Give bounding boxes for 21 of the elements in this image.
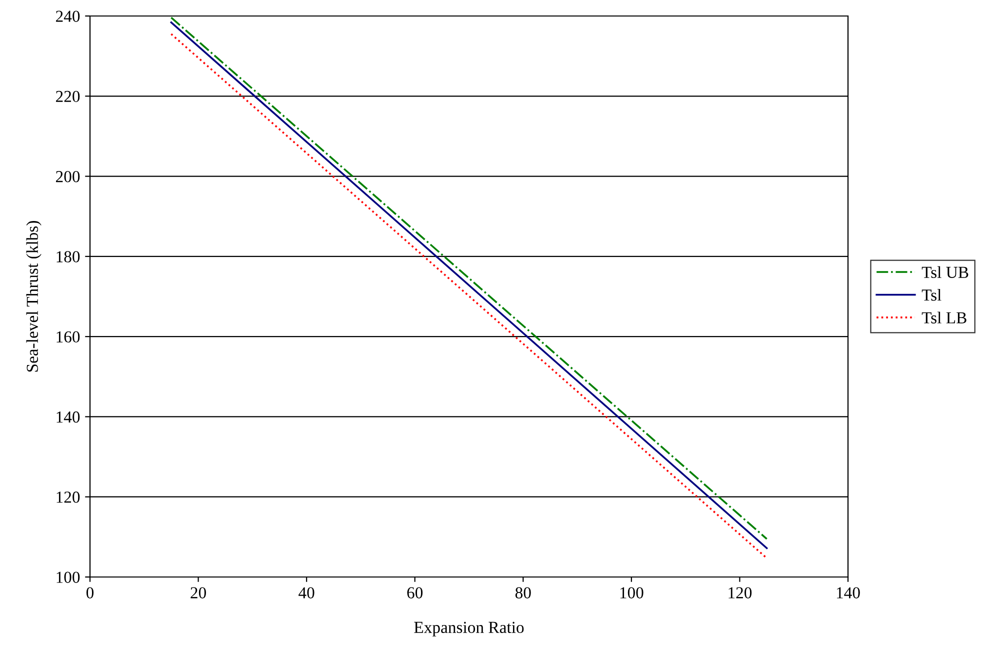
- x-axis-title: Expansion Ratio: [414, 622, 524, 636]
- x-tick-label: 120: [728, 587, 752, 598]
- y-tick-label: 180: [56, 251, 80, 262]
- legend-label: Tsl UB: [922, 266, 968, 278]
- y-axis-title: Sea-level Thrust (klbs): [26, 221, 42, 372]
- y-tick-label: 240: [56, 10, 80, 22]
- x-tick-label: 60: [407, 587, 423, 598]
- x-tick-label: 20: [190, 587, 206, 598]
- legend-label: Tsl: [922, 288, 942, 301]
- x-tick-label: 100: [620, 587, 644, 598]
- y-tick-label: 100: [56, 572, 80, 583]
- y-tick-label: 140: [56, 411, 80, 423]
- x-tick-label: 140: [836, 587, 860, 598]
- y-tick-label: 160: [56, 331, 80, 343]
- x-tick-label: 40: [298, 587, 314, 598]
- x-tick-label: 0: [86, 587, 94, 598]
- y-tick-label: 120: [56, 492, 80, 503]
- y-tick-label: 200: [56, 170, 80, 182]
- x-tick-label: 80: [515, 587, 531, 598]
- legend-label: Tsl LB: [922, 312, 966, 324]
- y-tick-label: 220: [56, 90, 80, 102]
